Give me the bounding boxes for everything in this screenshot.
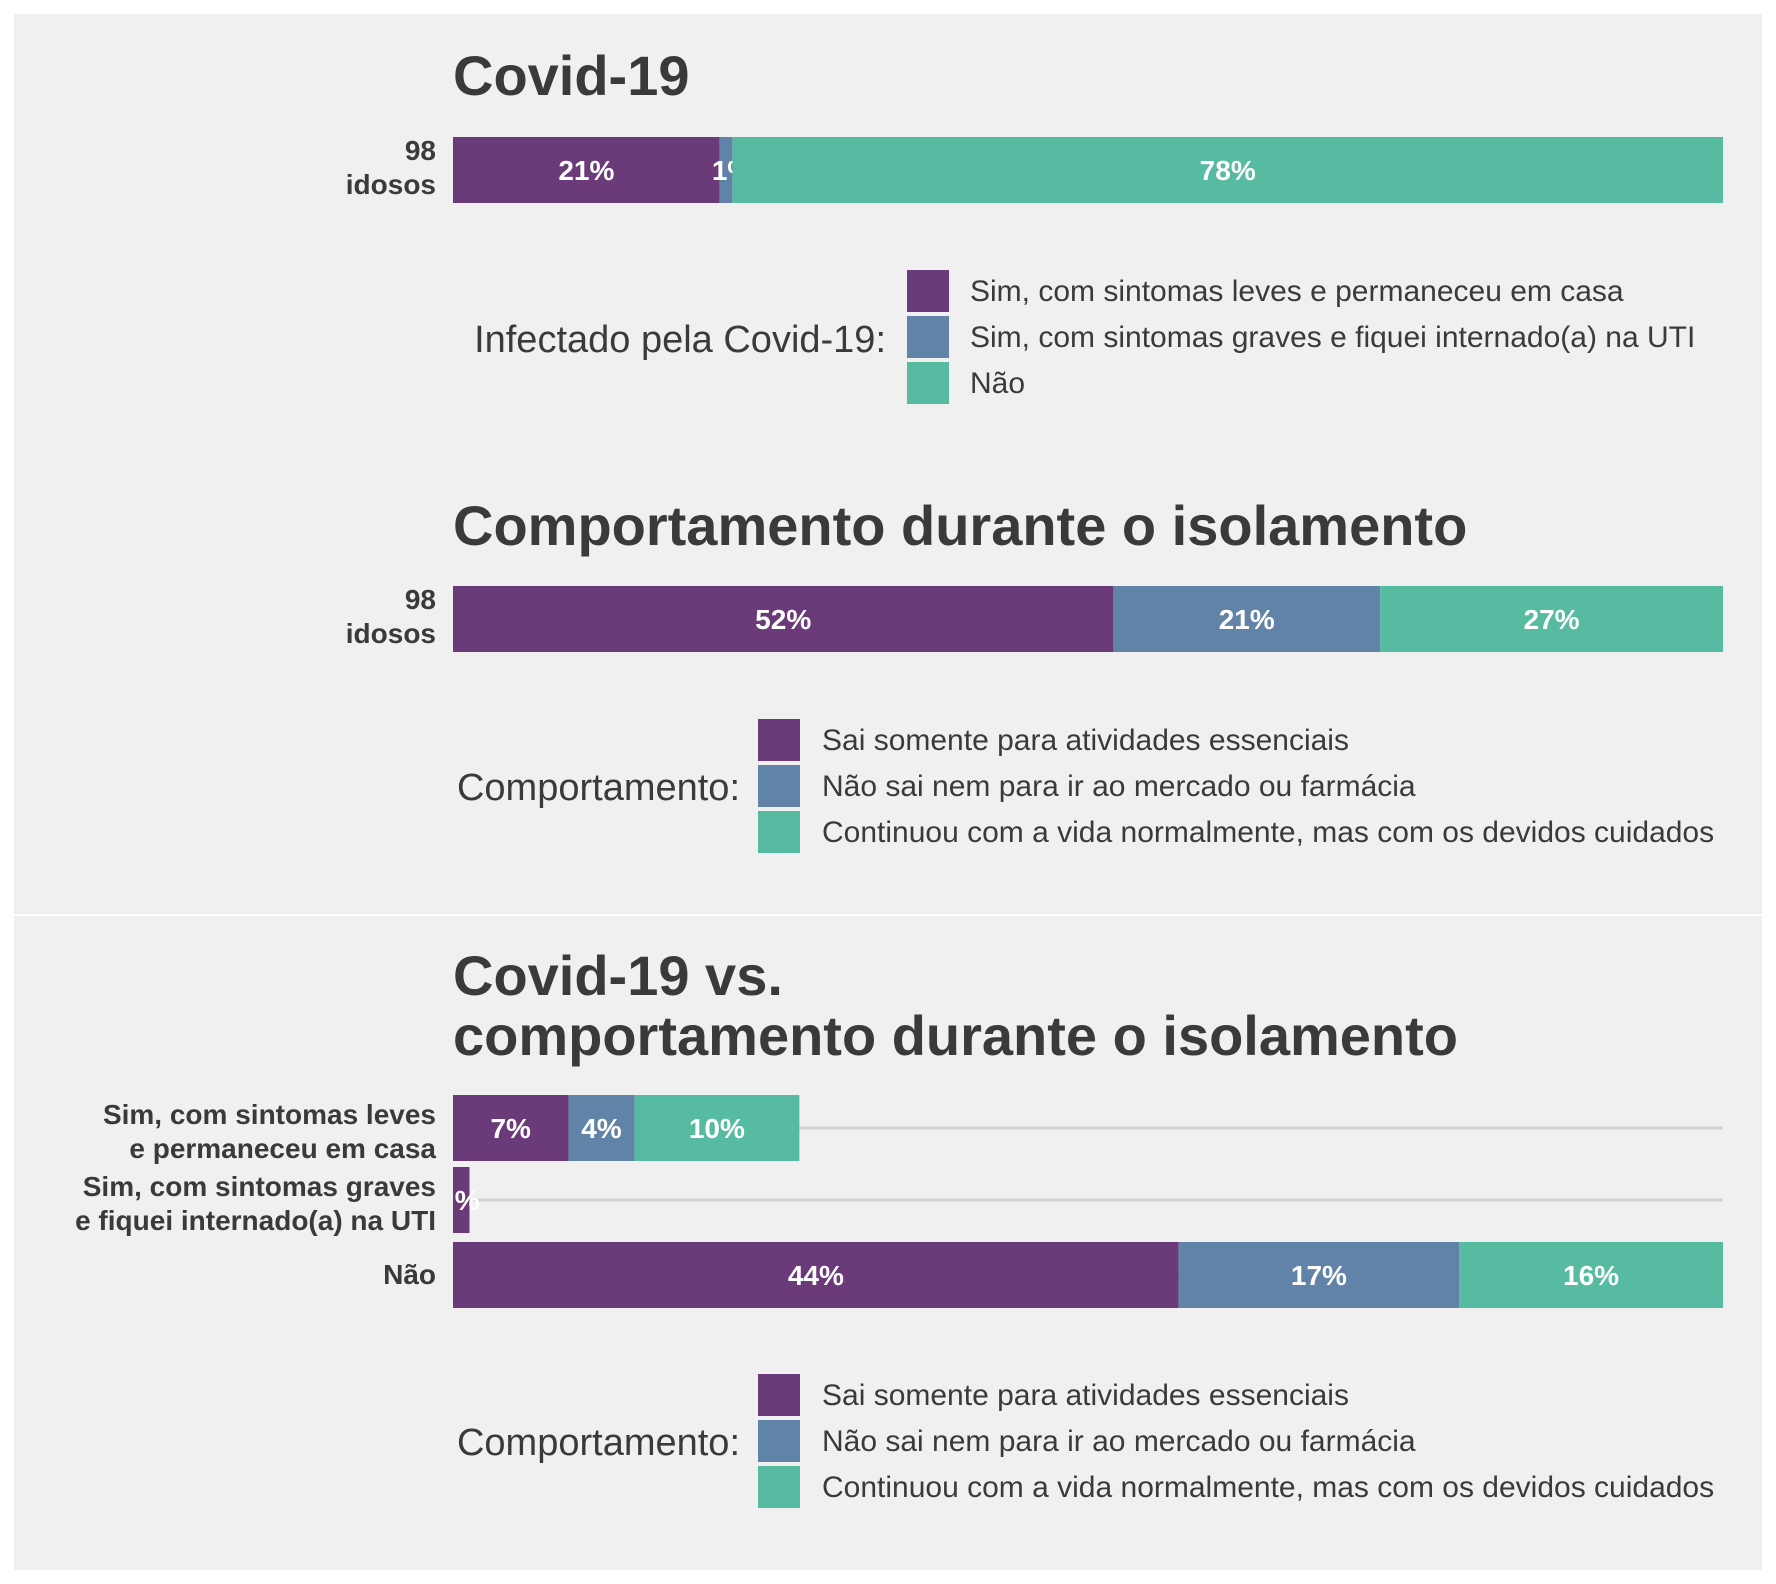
- legend-item: Não: [970, 367, 1025, 400]
- bar-segment: [453, 1095, 569, 1161]
- bar-segment: [453, 1167, 470, 1233]
- bar-segment: [719, 137, 733, 203]
- chart-title: Comportamento durante o isolamento: [453, 494, 1467, 557]
- bar-segment: [1459, 1242, 1723, 1308]
- bar-segment: [453, 137, 720, 203]
- bar-segment: [453, 1242, 1179, 1308]
- bar-segment: [1178, 1242, 1460, 1308]
- legend-item: Sim, com sintomas leves e permaneceu em …: [970, 275, 1624, 308]
- chart-title: comportamento durante o isolamento: [453, 1004, 1458, 1067]
- legend-key: [758, 811, 800, 853]
- data-label: 27%: [1524, 604, 1580, 635]
- category-label: 98: [405, 135, 436, 166]
- legend-item: Sim, com sintomas graves e fiquei intern…: [970, 321, 1695, 354]
- data-label: 52%: [755, 604, 811, 635]
- category-label: Não: [383, 1259, 436, 1290]
- data-label: 17%: [1291, 1260, 1347, 1291]
- data-label: 78%: [1200, 155, 1256, 186]
- legend-key: [758, 1420, 800, 1462]
- data-label: 21%: [558, 155, 614, 186]
- bar-segment: [1380, 586, 1723, 652]
- category-label: idosos: [346, 169, 436, 200]
- legend-title: Comportamento:: [457, 1422, 740, 1464]
- legend-item: Não sai nem para ir ao mercado ou farmác…: [822, 770, 1416, 803]
- category-label: Sim, com sintomas leves: [103, 1099, 436, 1130]
- legend-item: Continuou com a vida normalmente, mas co…: [822, 816, 1714, 849]
- data-label: 44%: [788, 1260, 844, 1291]
- chart-3: Covid-19 vs.comportamento durante o isol…: [75, 944, 1723, 1508]
- legend-item: Sai somente para atividades essenciais: [822, 724, 1349, 757]
- category-label: idosos: [346, 618, 436, 649]
- category-label: Sim, com sintomas graves: [83, 1171, 436, 1202]
- data-label: 16%: [1563, 1260, 1619, 1291]
- legend-item: Continuou com a vida normalmente, mas co…: [822, 1471, 1714, 1504]
- legend-key: [758, 1374, 800, 1416]
- chart-title: Covid-19: [453, 44, 690, 107]
- category-label: e permaneceu em casa: [129, 1133, 436, 1164]
- data-label: 7%: [490, 1113, 531, 1144]
- legend-key: [758, 719, 800, 761]
- bar-segment: [732, 137, 1723, 203]
- legend-key: [907, 362, 949, 404]
- legend-item: Não sai nem para ir ao mercado ou farmác…: [822, 1425, 1416, 1458]
- category-label: e fiquei internado(a) na UTI: [75, 1205, 436, 1236]
- data-label: 21%: [1219, 604, 1275, 635]
- legend-key: [758, 1466, 800, 1508]
- bar-segment: [1113, 586, 1381, 652]
- legend-key: [758, 765, 800, 807]
- chart-2: Comportamento durante o isolamento 98idos…: [346, 494, 1723, 853]
- bar-segment: [634, 1095, 800, 1161]
- data-label: %: [455, 1185, 480, 1216]
- legend-title: Infectado pela Covid-19:: [474, 319, 886, 361]
- data-label: 10%: [689, 1113, 745, 1144]
- legend-item: Sai somente para atividades essenciais: [822, 1379, 1349, 1412]
- category-label: 98: [405, 584, 436, 615]
- legend-key: [907, 270, 949, 312]
- legend-title: Comportamento:: [457, 767, 740, 809]
- bar-segment: [568, 1095, 635, 1161]
- bar-segment: [453, 586, 1114, 652]
- legend-key: [907, 316, 949, 358]
- chart-title: Covid-19 vs.: [453, 944, 783, 1007]
- data-label: 4%: [581, 1113, 622, 1144]
